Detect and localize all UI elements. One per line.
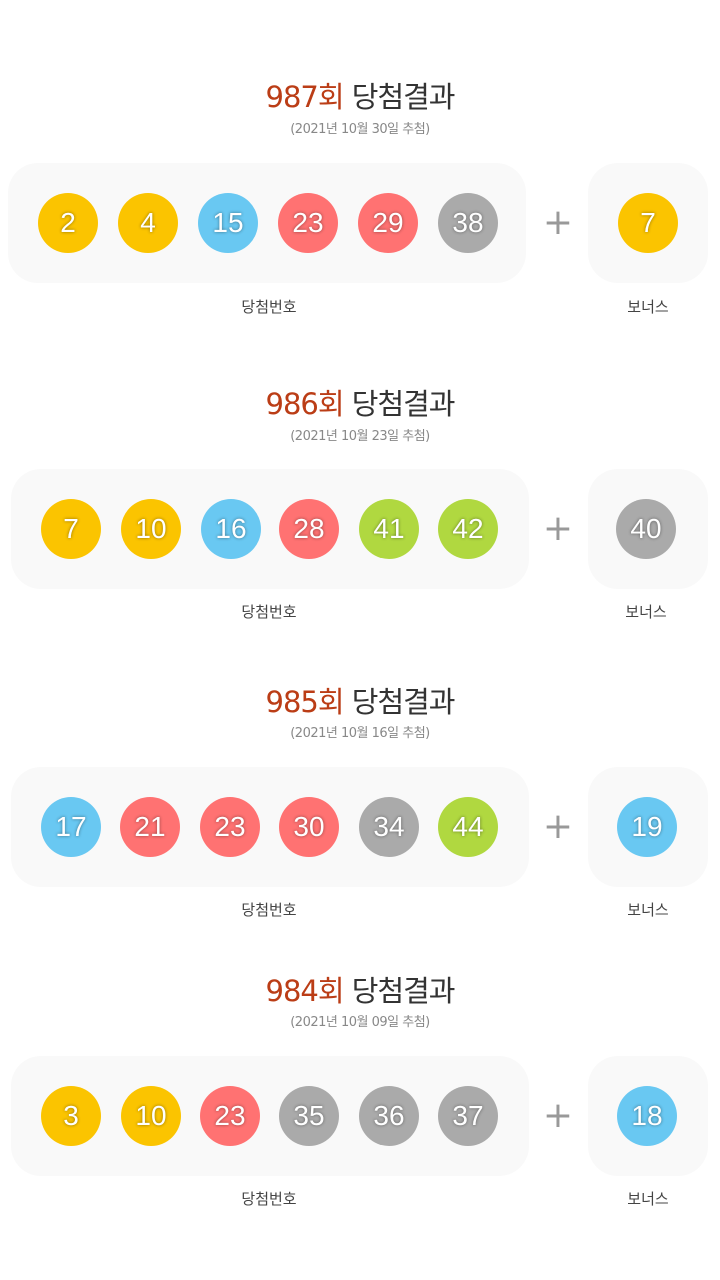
number-ball: 16 xyxy=(201,499,261,559)
result-text: 당첨결과 xyxy=(351,685,456,719)
number-ball: 44 xyxy=(438,797,498,857)
round-number: 987회 xyxy=(265,80,345,114)
plus-icon: + xyxy=(542,202,574,243)
bonus-ball: 19 xyxy=(617,797,677,857)
winning-numbers-box: 17 21 23 30 34 44 xyxy=(11,767,529,887)
winning-numbers-label: 당첨번호 xyxy=(241,1190,297,1208)
number-ball: 29 xyxy=(358,193,418,253)
round-number: 984회 xyxy=(265,974,345,1008)
number-ball: 30 xyxy=(279,797,339,857)
bonus-ball: 40 xyxy=(616,499,676,559)
plus-icon: + xyxy=(542,806,574,847)
bonus-number-box: 19 xyxy=(588,767,708,887)
bonus-number-box: 40 xyxy=(588,469,708,589)
bonus-number-box: 18 xyxy=(588,1056,708,1176)
number-ball: 23 xyxy=(200,1086,260,1146)
number-ball: 4 xyxy=(118,193,178,253)
bonus-label: 보너스 xyxy=(627,901,669,919)
number-ball: 23 xyxy=(200,797,260,857)
number-ball: 2 xyxy=(38,193,98,253)
round-number: 986회 xyxy=(265,387,345,421)
number-ball: 34 xyxy=(359,797,419,857)
plus-icon: + xyxy=(542,1095,574,1136)
winning-numbers-box: 3 10 23 35 36 37 xyxy=(11,1056,529,1176)
plus-icon: + xyxy=(542,508,574,549)
bonus-label: 보너스 xyxy=(625,603,667,621)
winning-numbers-label: 당첨번호 xyxy=(241,603,297,621)
number-ball: 42 xyxy=(438,499,498,559)
result-text: 당첨결과 xyxy=(351,974,456,1008)
number-ball: 17 xyxy=(41,797,101,857)
draw-date: (2021년 10월 16일 추첨) xyxy=(290,726,430,741)
bonus-ball: 7 xyxy=(618,193,678,253)
number-ball: 3 xyxy=(41,1086,101,1146)
number-ball: 28 xyxy=(279,499,339,559)
number-ball: 37 xyxy=(438,1086,498,1146)
number-ball: 38 xyxy=(438,193,498,253)
winning-numbers-box: 7 10 16 28 41 42 xyxy=(11,469,529,589)
number-ball: 15 xyxy=(198,193,258,253)
number-ball: 21 xyxy=(120,797,180,857)
draw-date: (2021년 10월 23일 추첨) xyxy=(290,429,430,444)
number-ball: 10 xyxy=(121,1086,181,1146)
draw-title: 985회 당첨결과 xyxy=(0,679,720,721)
number-ball: 23 xyxy=(278,193,338,253)
draw-title: 986회 당첨결과 xyxy=(0,381,720,423)
number-ball: 36 xyxy=(359,1086,419,1146)
draw-date: (2021년 10월 09일 추첨) xyxy=(290,1015,430,1030)
bonus-ball: 18 xyxy=(617,1086,677,1146)
number-ball: 7 xyxy=(41,499,101,559)
winning-numbers-label: 당첨번호 xyxy=(241,298,297,316)
draw-date: (2021년 10월 30일 추첨) xyxy=(290,122,430,137)
draw-title: 987회 당첨결과 xyxy=(0,74,720,116)
number-ball: 10 xyxy=(121,499,181,559)
bonus-number-box: 7 xyxy=(588,163,708,283)
bonus-label: 보너스 xyxy=(627,298,669,316)
result-text: 당첨결과 xyxy=(351,387,456,421)
number-ball: 35 xyxy=(279,1086,339,1146)
winning-numbers-label: 당첨번호 xyxy=(241,901,297,919)
round-number: 985회 xyxy=(265,685,345,719)
number-ball: 41 xyxy=(359,499,419,559)
bonus-label: 보너스 xyxy=(627,1190,669,1208)
draw-title: 984회 당첨결과 xyxy=(0,968,720,1010)
result-text: 당첨결과 xyxy=(351,80,456,114)
winning-numbers-box: 2 4 15 23 29 38 xyxy=(8,163,526,283)
